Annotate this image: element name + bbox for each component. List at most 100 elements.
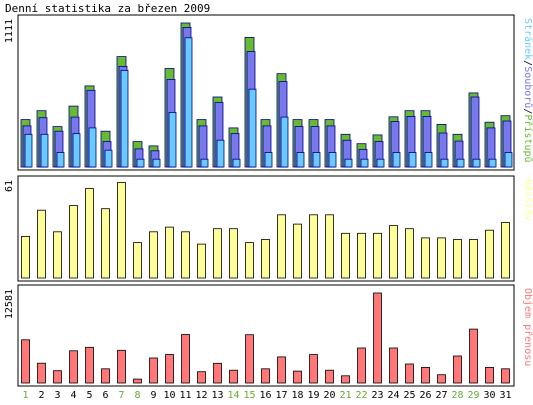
bar-navstev-19	[309, 214, 318, 279]
day-label-24: 24	[387, 390, 399, 401]
day-label-11: 11	[179, 390, 191, 401]
day-label-13: 13	[211, 390, 223, 401]
series-legend-label: Objem přenosu	[522, 288, 533, 366]
day-label-4: 4	[70, 390, 76, 401]
panel-visits: 61 Návštěv	[4, 175, 533, 282]
bar-objem-27	[437, 374, 446, 384]
bar-objem-8	[133, 378, 142, 384]
day-label-16: 16	[259, 390, 271, 401]
bar-stranek-21	[344, 158, 353, 168]
bar-navstev-2	[37, 209, 46, 279]
day-label-22: 22	[355, 390, 367, 401]
bar-stranek-30	[488, 158, 497, 168]
bar-objem-4	[69, 350, 78, 384]
bar-stranek-12	[200, 158, 209, 168]
bar-navstev-20	[325, 214, 334, 279]
day-label-20: 20	[323, 390, 335, 401]
bar-objem-30	[485, 366, 494, 384]
bar-navstev-5	[85, 188, 94, 279]
series-legend-label: Návštěv	[522, 179, 533, 221]
legend-part: /	[522, 108, 533, 114]
bar-stranek-14	[232, 158, 241, 168]
bar-stranek-26	[424, 152, 433, 168]
day-label-10: 10	[163, 390, 175, 401]
bar-navstev-7	[117, 182, 126, 279]
legend-part: Stránek	[522, 18, 533, 60]
bar-stranek-23	[376, 158, 385, 168]
bar-navstev-15	[245, 242, 254, 279]
bar-stranek-4	[72, 133, 81, 168]
panel-traffic: 12581 Objem přenosu	[4, 284, 533, 387]
bar-navstev-23	[373, 232, 382, 279]
day-label-9: 9	[150, 390, 156, 401]
day-label-8: 8	[134, 390, 140, 401]
bar-objem-7	[117, 349, 126, 384]
bar-navstev-14	[229, 228, 238, 279]
bar-stranek-10	[168, 112, 177, 168]
bar-objem-24	[389, 347, 398, 384]
bar-stranek-13	[216, 139, 225, 168]
day-label-15: 15	[243, 390, 255, 401]
day-label-28: 28	[451, 390, 463, 401]
bar-navstev-8	[133, 242, 142, 279]
y-max-label: 12581	[4, 289, 15, 319]
bar-stranek-16	[264, 152, 273, 168]
bar-objem-18	[293, 370, 302, 384]
bar-stranek-8	[136, 158, 145, 168]
bar-stranek-19	[312, 152, 321, 168]
day-label-7: 7	[118, 390, 124, 401]
day-label-3: 3	[54, 390, 60, 401]
day-label-19: 19	[307, 390, 319, 401]
bar-objem-1	[21, 339, 30, 384]
bar-navstev-24	[389, 225, 398, 279]
bar-navstev-3	[53, 231, 62, 279]
bar-stranek-18	[296, 152, 305, 168]
bar-navstev-1	[21, 235, 30, 279]
series-legend-label: Stránek/Souborů/Přístupů	[522, 18, 533, 163]
day-label-29: 29	[467, 390, 479, 401]
day-label-2: 2	[38, 390, 44, 401]
bar-stranek-31	[504, 152, 513, 168]
day-label-17: 17	[275, 390, 287, 401]
day-label-5: 5	[86, 390, 92, 401]
bar-stranek-20	[328, 152, 337, 168]
bar-objem-28	[453, 355, 462, 384]
bar-objem-2	[37, 362, 46, 384]
bar-navstev-6	[101, 208, 110, 279]
bar-navstev-12	[197, 243, 206, 279]
y-max-label: 61	[4, 180, 15, 192]
day-label-30: 30	[483, 390, 495, 401]
day-label-25: 25	[403, 390, 415, 401]
bar-objem-19	[309, 354, 318, 384]
bar-objem-16	[261, 368, 270, 384]
bar-objem-14	[229, 369, 238, 384]
bar-navstev-16	[261, 239, 270, 279]
panel-requests: 1111 Stránek/Souborů/Přístupů	[4, 14, 533, 171]
bar-navstev-22	[357, 232, 366, 279]
bar-stranek-29	[472, 158, 481, 168]
bar-objem-10	[165, 354, 174, 384]
bar-objem-22	[357, 347, 366, 384]
bar-navstev-9	[149, 231, 158, 279]
bar-navstev-13	[213, 228, 222, 279]
y-max-label: 1111	[4, 19, 15, 43]
bar-stranek-7	[120, 70, 129, 168]
bar-objem-5	[85, 346, 94, 384]
day-label-6: 6	[102, 390, 108, 401]
bar-stranek-28	[456, 158, 465, 168]
day-label-23: 23	[371, 390, 383, 401]
bar-stranek-11	[184, 37, 193, 168]
bar-navstev-27	[437, 237, 446, 279]
bar-stranek-15	[248, 88, 257, 168]
bar-stranek-24	[392, 152, 401, 168]
bar-navstev-31	[501, 222, 510, 279]
day-label-31: 31	[499, 390, 511, 401]
bar-stranek-25	[408, 152, 417, 168]
bar-objem-9	[149, 357, 158, 384]
bar-objem-23	[373, 292, 382, 384]
day-label-1: 1	[22, 390, 28, 401]
bar-objem-29	[469, 328, 478, 384]
bar-stranek-9	[152, 158, 161, 168]
